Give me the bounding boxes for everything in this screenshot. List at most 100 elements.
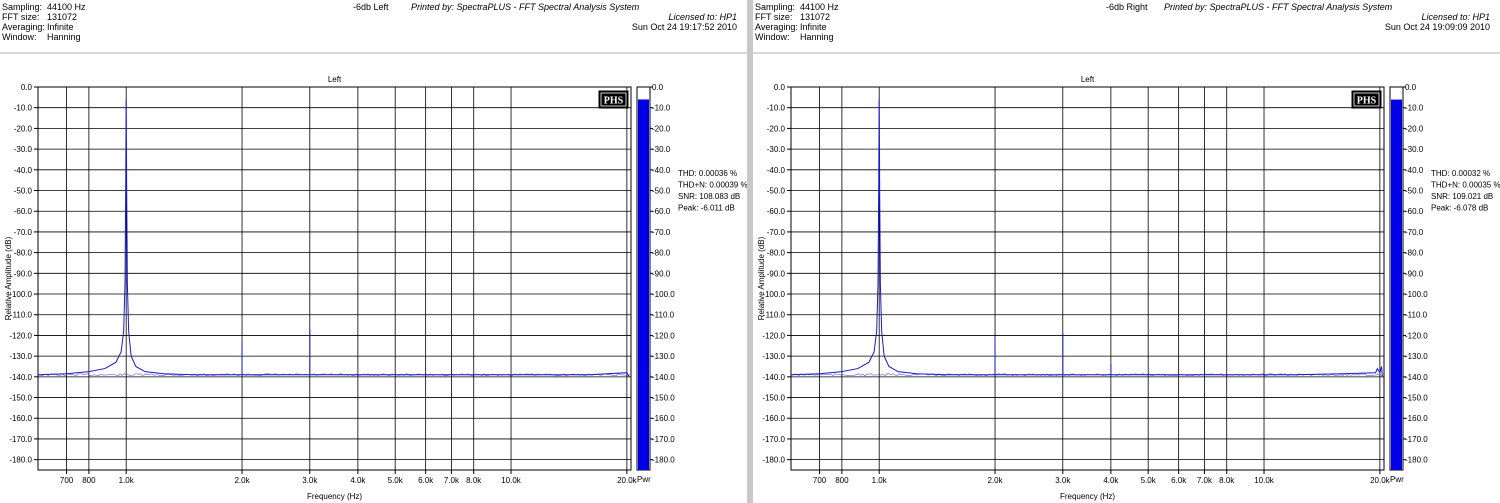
y-tick-label: -130.0 xyxy=(9,352,32,361)
noise-floor-trace xyxy=(37,373,631,377)
y-tick-label: -30.0 xyxy=(14,145,33,154)
power-bar-tick-label: -120.0 xyxy=(652,331,675,340)
x-tick-label: 1.0k xyxy=(119,476,135,485)
analyzer-panel-right: Sampling: FFT size: Averaging: Window: 4… xyxy=(753,0,1500,503)
x-tick-label: 8.0k xyxy=(466,476,482,485)
printed-by-text: Printed by: SpectraPLUS - FFT Spectral A… xyxy=(411,2,640,12)
power-bar-tick-label: -160.0 xyxy=(652,414,675,423)
x-axis-label: Frequency (Hz) xyxy=(307,492,362,501)
power-bar-tick-label: -110.0 xyxy=(1405,311,1428,320)
x-tick-label: 7.0k xyxy=(1197,476,1213,485)
y-tick-label: -80.0 xyxy=(767,249,786,258)
y-tick-label: -90.0 xyxy=(767,269,786,278)
stat-text: THD: 0.00036 % xyxy=(678,169,737,178)
stat-text: THD+N: 0.00039 % xyxy=(678,181,747,190)
y-tick-label: -120.0 xyxy=(762,331,785,340)
phs-logo-text: PHS xyxy=(604,96,624,107)
power-bar-tick-label: -130.0 xyxy=(1405,352,1428,361)
y-tick-label: -80.0 xyxy=(14,249,33,258)
x-tick-label: 4.0k xyxy=(1103,476,1119,485)
sampling-label: Sampling: xyxy=(755,2,796,12)
x-tick-label: 8.0k xyxy=(1219,476,1235,485)
power-bar-tick-label: -180.0 xyxy=(652,456,675,465)
measurement-title: -6db Left xyxy=(353,2,389,12)
power-bar-tick-label: 0.0 xyxy=(652,83,664,92)
power-bar-label: Pwr xyxy=(1390,475,1404,484)
printed-by-text: Printed by: SpectraPLUS - FFT Spectral A… xyxy=(1164,2,1393,12)
power-bar-tick-label: -50.0 xyxy=(652,187,671,196)
y-tick-label: -150.0 xyxy=(9,394,32,403)
power-bar-tick-label: -40.0 xyxy=(1405,166,1424,175)
sampling-value: 44100 Hz xyxy=(47,2,86,12)
x-tick-label: 1.0k xyxy=(872,476,888,485)
x-tick-label: 10.0k xyxy=(1254,476,1275,485)
averaging-value: Infinite xyxy=(800,22,827,32)
y-tick-label: 0.0 xyxy=(774,83,786,92)
power-bar-tick-label: -100.0 xyxy=(1405,290,1428,299)
y-tick-label: -30.0 xyxy=(767,145,786,154)
stat-text: Peak: -6.078 dB xyxy=(1431,204,1488,213)
plot-frame xyxy=(790,86,1385,471)
x-tick-label: 6.0k xyxy=(1171,476,1187,485)
power-bar-tick-label: -70.0 xyxy=(1405,228,1424,237)
y-tick-label: -110.0 xyxy=(10,311,33,320)
spectrum-chart: 0.0 -10.0 -20.0 -30.0 -40.0 -50.0 -60.0 -70.0 -8… xyxy=(753,52,1500,501)
phs-logo-box xyxy=(1351,90,1382,109)
power-bar-fill xyxy=(1391,99,1402,470)
measurement-title: -6db Right xyxy=(1106,2,1148,12)
y-tick-label: -100.0 xyxy=(762,290,785,299)
y-tick-label: -160.0 xyxy=(762,414,785,423)
power-bar-tick-label: -110.0 xyxy=(652,311,675,320)
x-tick-label: 2.0k xyxy=(234,476,250,485)
power-bar-tick-label: -20.0 xyxy=(652,124,671,133)
plot-frame xyxy=(37,86,632,471)
x-tick-label: 5.0k xyxy=(1141,476,1157,485)
stat-text: THD+N: 0.00035 % xyxy=(1431,181,1500,190)
power-bar-tick-label: -70.0 xyxy=(652,228,671,237)
power-bar-tick-label: -40.0 xyxy=(652,166,671,175)
averaging-label: Averaging: xyxy=(2,22,45,32)
x-tick-label: 20.0k xyxy=(617,476,638,485)
window-value: Hanning xyxy=(47,32,81,42)
x-tick-label: 6.0k xyxy=(418,476,434,485)
x-tick-label: 4.0k xyxy=(350,476,366,485)
stat-text: Peak: -6.011 dB xyxy=(678,204,735,213)
averaging-value: Infinite xyxy=(47,22,74,32)
spectrum-trace xyxy=(790,99,1383,377)
power-bar-tick-label: -120.0 xyxy=(1405,331,1428,340)
x-tick-label: 10.0k xyxy=(501,476,522,485)
power-bar-tick-label: -180.0 xyxy=(1405,456,1428,465)
y-axis-label: Relative Amplitude (dB) xyxy=(4,236,13,320)
power-bar-tick-label: -50.0 xyxy=(1405,187,1424,196)
y-tick-label: -10.0 xyxy=(14,104,33,113)
y-tick-label: -170.0 xyxy=(762,435,785,444)
y-tick-label: -150.0 xyxy=(762,394,785,403)
x-tick-label: 700 xyxy=(813,476,827,485)
y-tick-label: -100.0 xyxy=(9,290,32,299)
licensed-to-text: Licensed to: HP1 xyxy=(668,12,737,22)
spectrum-chart: 0.0 -10.0 -20.0 -30.0 -40.0 -50.0 -60.0 -70.0 -8… xyxy=(0,52,747,501)
stat-text: SNR: 109.021 dB xyxy=(1431,192,1493,201)
window-value: Hanning xyxy=(800,32,834,42)
licensed-to-text: Licensed to: HP1 xyxy=(1421,12,1490,22)
x-tick-label: 5.0k xyxy=(388,476,404,485)
header-settings-values: 44100 Hz 131072 Infinite Hanning xyxy=(47,2,86,42)
y-tick-label: -180.0 xyxy=(762,456,785,465)
timestamp-text: Sun Oct 24 19:17:52 2010 xyxy=(631,22,737,32)
power-bar-tick-label: -150.0 xyxy=(1405,394,1428,403)
power-bar-tick-label: -80.0 xyxy=(1405,249,1424,258)
y-tick-label: -60.0 xyxy=(767,207,786,216)
x-tick-label: 20.0k xyxy=(1370,476,1391,485)
power-bar-tick-label: -130.0 xyxy=(652,352,675,361)
y-tick-label: -110.0 xyxy=(763,311,786,320)
y-tick-label: -160.0 xyxy=(9,414,32,423)
phs-logo-text: PHS xyxy=(1357,96,1377,107)
sampling-value: 44100 Hz xyxy=(800,2,839,12)
x-tick-label: 800 xyxy=(835,476,849,485)
y-tick-label: -70.0 xyxy=(767,228,786,237)
fft-size-value: 131072 xyxy=(47,12,78,22)
window-label: Window: xyxy=(2,32,37,42)
timestamp-text: Sun Oct 24 19:09:09 2010 xyxy=(1384,22,1490,32)
panel-divider xyxy=(747,0,753,503)
power-bar-tick-label: -90.0 xyxy=(652,269,671,278)
